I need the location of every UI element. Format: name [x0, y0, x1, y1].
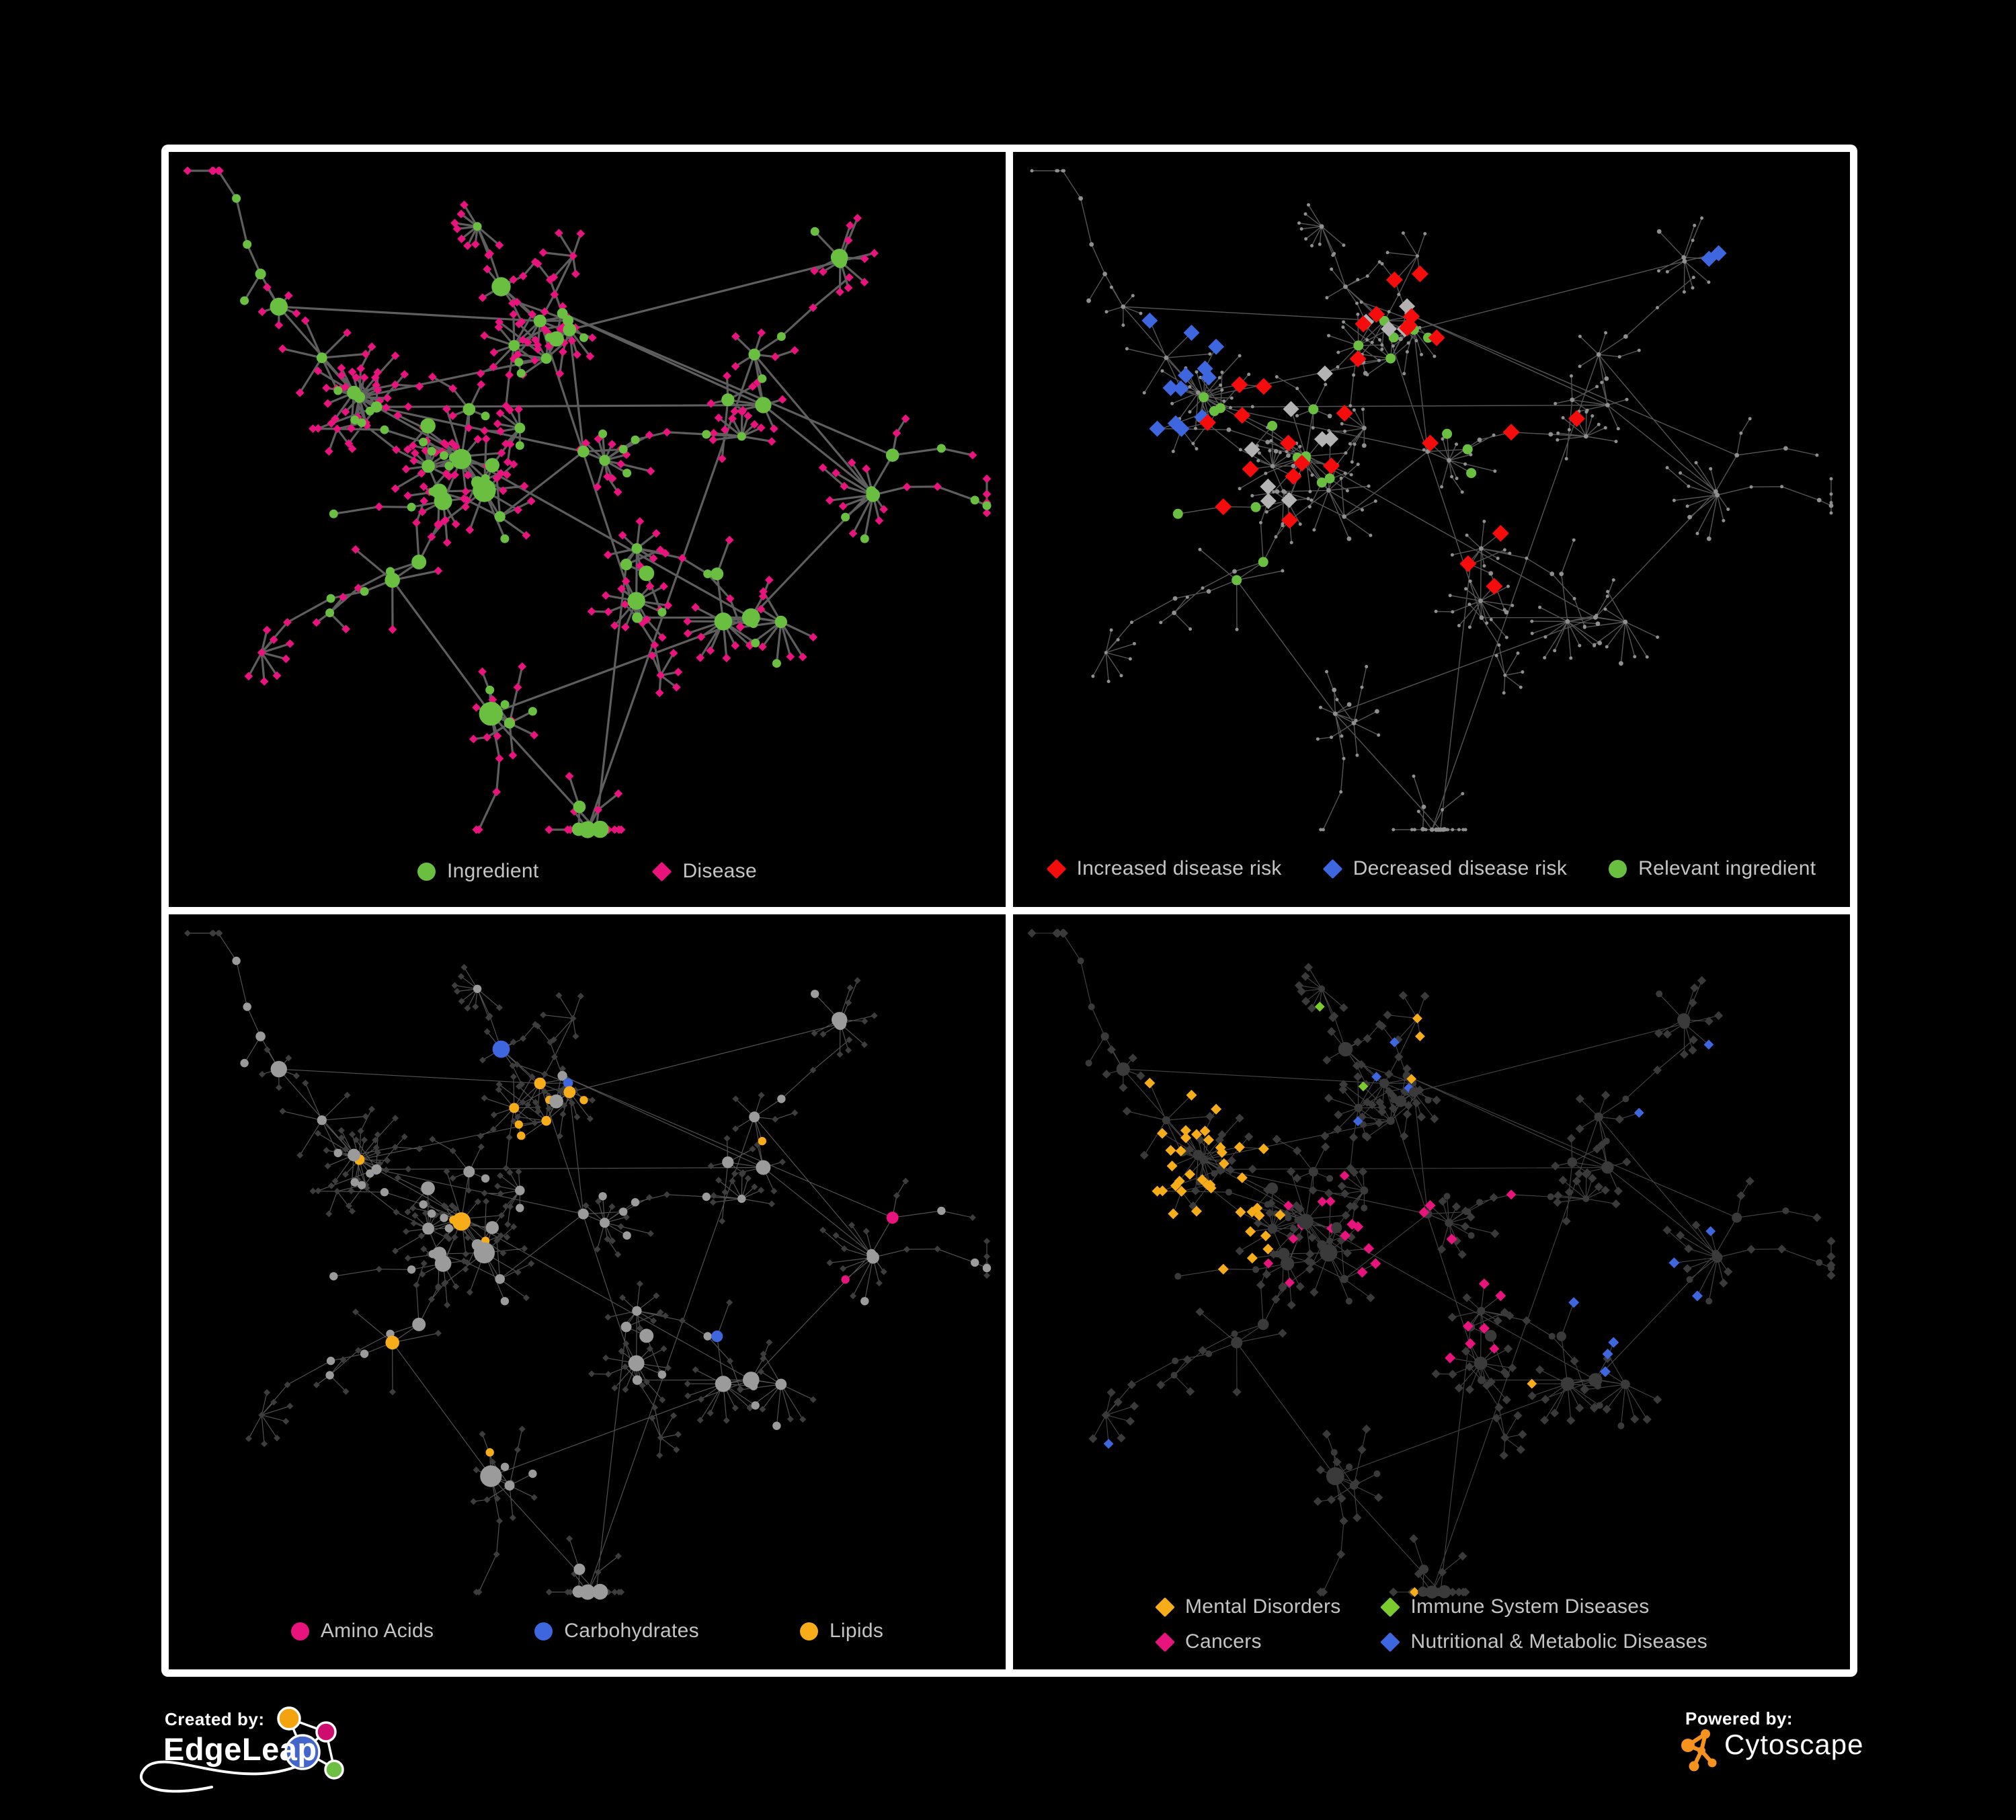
increased-risk-diamond-icon	[1046, 859, 1066, 879]
powered-by-label: Powered by:	[1685, 1708, 1793, 1729]
legend-label: Lipids	[829, 1620, 884, 1642]
legend-item-decreased-risk: Decreased disease risk	[1322, 857, 1568, 880]
legend-label: Disease	[682, 860, 757, 882]
legend-disease-classes: Mental Disorders Immune System Diseases …	[1154, 1595, 1707, 1653]
legend-label: Nutritional & Metabolic Diseases	[1410, 1630, 1707, 1653]
network-nutrient-classes	[184, 930, 992, 1600]
legend-label: Carbohydrates	[564, 1620, 699, 1642]
legend-ingredient-disease: Ingredient Disease	[169, 860, 1006, 883]
panel-nutrient-classes: Amino Acids Carbohydrates Lipids	[169, 914, 1006, 1669]
network-disease-risk	[1030, 169, 1834, 832]
legend-label: Relevant ingredient	[1638, 857, 1816, 879]
legend-item-increased-risk: Increased disease risk	[1046, 857, 1282, 880]
cytoscape-wordmark: Cytoscape	[1724, 1729, 1864, 1760]
legend-label: Cancers	[1185, 1630, 1262, 1653]
cancers-diamond-icon	[1154, 1632, 1175, 1652]
legend-label: Mental Disorders	[1185, 1595, 1341, 1618]
panel-disease-classes: Mental Disorders Immune System Diseases …	[1013, 914, 1850, 1669]
disease-diamond-icon	[652, 861, 672, 881]
decreased-risk-diamond-icon	[1322, 859, 1343, 879]
four-panel-frame: Ingredient Disease Increased disease ris…	[161, 145, 1857, 1677]
amino-acids-circle-icon	[290, 1622, 309, 1640]
legend-item-nutritional-metabolic-diseases: Nutritional & Metabolic Diseases	[1380, 1630, 1707, 1653]
legend-item-mental-disorders: Mental Disorders	[1154, 1595, 1341, 1618]
legend-label: Decreased disease risk	[1353, 857, 1568, 879]
legend-item-cancers: Cancers	[1154, 1630, 1262, 1653]
network-disease-classes	[1027, 928, 1836, 1599]
lipids-circle-icon	[799, 1622, 818, 1640]
panel-disease-risk: Increased disease risk Decreased disease…	[1013, 152, 1850, 907]
legend-nutrient-classes: Amino Acids Carbohydrates Lipids	[169, 1620, 1006, 1643]
legend-label: Ingredient	[447, 860, 539, 882]
immune-system-diamond-icon	[1380, 1597, 1400, 1617]
legend-item-amino-acids: Amino Acids	[290, 1620, 434, 1643]
legend-label: Immune System Diseases	[1410, 1595, 1650, 1618]
panel-ingredient-disease: Ingredient Disease	[169, 152, 1006, 907]
ingredient-circle-icon	[417, 862, 436, 881]
network-ingredient-disease	[183, 166, 992, 838]
legend-label: Increased disease risk	[1076, 857, 1282, 879]
edgeleap-wordmark: EdgeLeap	[163, 1731, 317, 1767]
edgeleap-logo-icon	[140, 1706, 344, 1793]
legend-label: Amino Acids	[320, 1620, 434, 1642]
legend-item-disease: Disease	[652, 860, 757, 883]
edgeleap-credit: Created by: EdgeLeap	[67, 1701, 430, 1815]
legend-item-carbohydrates: Carbohydrates	[534, 1620, 699, 1643]
mental-disorders-diamond-icon	[1154, 1597, 1175, 1617]
cytoscape-credit: Powered by: Cytoscape	[1677, 1704, 1879, 1792]
legend-item-lipids: Lipids	[799, 1620, 884, 1643]
legend-disease-risk: Increased disease risk Decreased disease…	[1013, 857, 1850, 880]
carbohydrates-circle-icon	[534, 1622, 553, 1640]
legend-item-immune-system-diseases: Immune System Diseases	[1380, 1595, 1650, 1618]
nutritional-metabolic-diamond-icon	[1380, 1632, 1400, 1652]
legend-item-relevant-ingredient: Relevant ingredient	[1609, 857, 1816, 880]
cytoscape-logo-icon	[1681, 1729, 1717, 1772]
created-by-label: Created by:	[165, 1709, 265, 1729]
relevant-ingredient-circle-icon	[1609, 859, 1627, 878]
legend-item-ingredient: Ingredient	[417, 860, 538, 883]
